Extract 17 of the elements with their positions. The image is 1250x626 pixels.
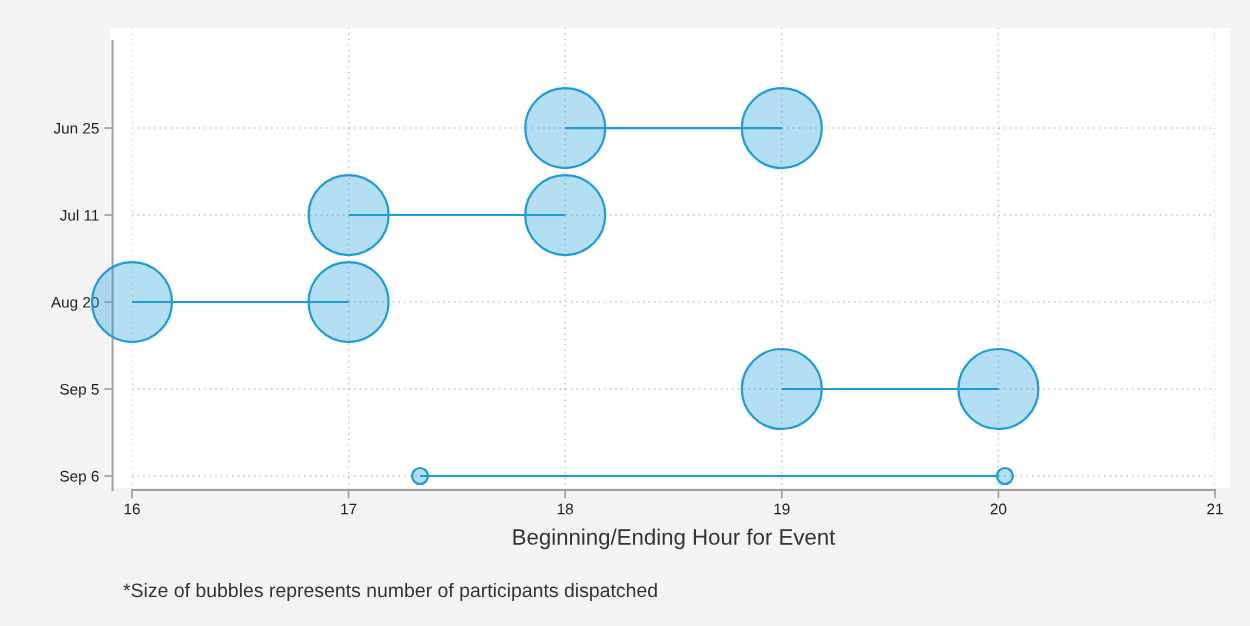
bar — [565, 126, 782, 130]
bar — [781, 387, 999, 391]
text: *Size of bubbles represents number of participants dispatched — [123, 582, 657, 602]
x-axis-title: Beginning/Ending Hour for Event — [513, 528, 836, 550]
x-tick-label: 19 — [774, 503, 790, 515]
y-tick-label: Sep 5 — [60, 383, 99, 398]
bar — [420, 474, 999, 478]
y-tick-label: Jun 25 — [53, 122, 99, 134]
x-tick-label: 16 — [124, 503, 140, 515]
y-tick-label: Jul 11 — [59, 209, 99, 221]
x-tick-label: 18 — [557, 503, 574, 515]
x-tick-label: 17 — [341, 503, 357, 515]
bar — [132, 300, 349, 304]
y-tick-label: Sep 6 — [60, 470, 99, 485]
x-tick-label: 21 — [1207, 503, 1223, 515]
x-tick-label: 20 — [990, 503, 1007, 515]
bar — [348, 213, 566, 217]
